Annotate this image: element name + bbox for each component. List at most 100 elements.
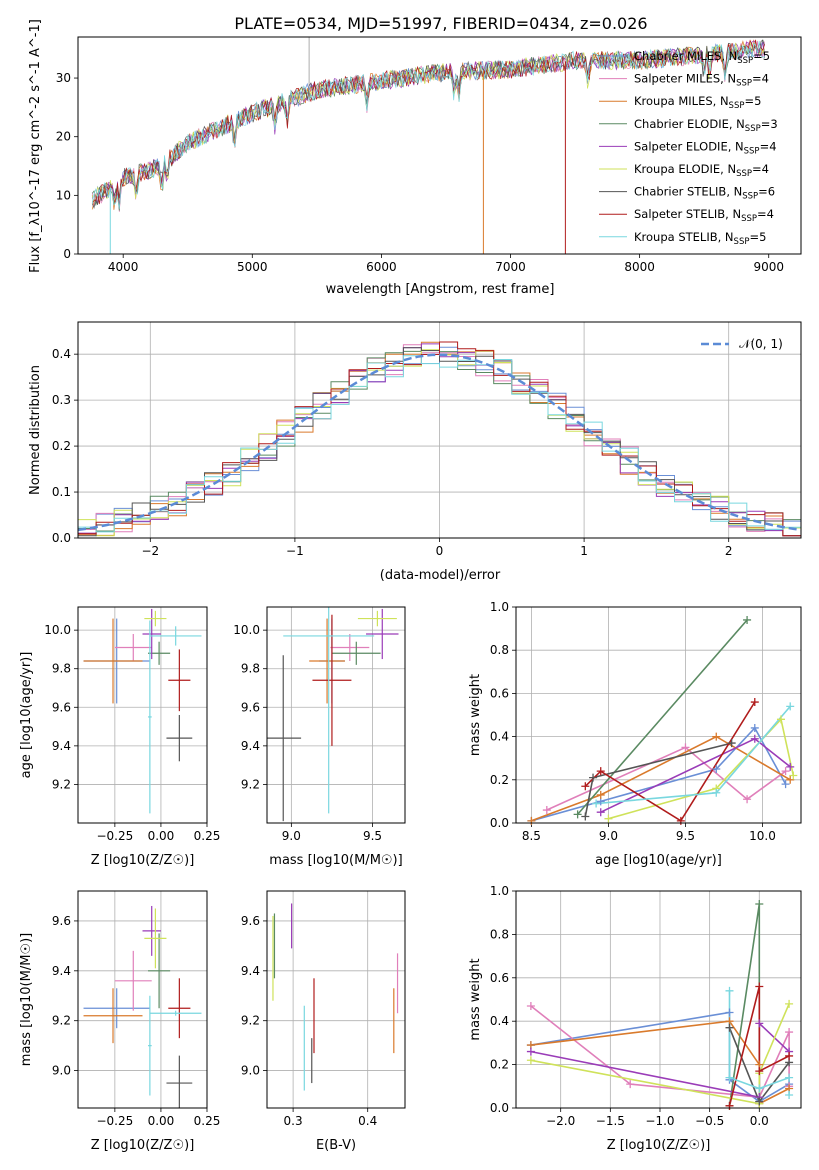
x-tick-label: 8000	[624, 260, 655, 274]
weight-marker	[776, 715, 785, 724]
weight-series	[728, 986, 790, 1106]
x-tick-label: −0.25	[96, 829, 133, 843]
weight-marker	[755, 1067, 764, 1076]
weight-marker	[755, 1097, 764, 1106]
weight-marker	[604, 814, 613, 823]
weight-marker	[681, 743, 690, 752]
weight-series	[576, 619, 748, 815]
x-tick-label: 0.3	[284, 1114, 303, 1128]
weight-marker	[527, 816, 536, 825]
weight-marker	[589, 773, 598, 782]
y-tick-label: 9.6	[52, 914, 71, 928]
x-tick-label: 10.0	[749, 829, 776, 843]
y-tick-label: 9.8	[241, 662, 260, 676]
weight-marker	[785, 1073, 794, 1082]
weight-marker	[743, 795, 752, 804]
axes-frame	[77, 321, 802, 539]
y-tick-label: 0.4	[490, 730, 509, 744]
y-tick-label: 0.8	[490, 927, 509, 941]
weight-marker	[526, 1002, 535, 1011]
legend-entry: Kroupa ELODIE, NSSP=4	[634, 162, 769, 179]
figure-title: PLATE=0534, MJD=51997, FIBERID=0434, z=0…	[234, 14, 647, 33]
x-tick-label: 0	[436, 544, 444, 558]
y-tick-label: 9.0	[52, 1064, 71, 1078]
x-axis-label: mass [log10(M/M☉)]	[269, 853, 402, 868]
x-tick-label: 0.00	[148, 1114, 175, 1128]
weight-marker	[750, 698, 759, 707]
x-tick-label: 0.00	[148, 829, 175, 843]
y-axis-label: mass [log10(M/M☉)]	[19, 933, 34, 1066]
weight-marker	[750, 734, 759, 743]
y-axis-label: mass weight	[468, 958, 483, 1040]
weight-marker	[725, 986, 734, 995]
x-tick-label: −1	[286, 544, 304, 558]
y-tick-label: 0.0	[52, 531, 71, 545]
weight-marker	[755, 1084, 764, 1093]
weight-marker	[596, 790, 605, 799]
legend-entry: Chabrier MILES, NSSP=5	[634, 49, 770, 66]
weight-marker	[526, 1047, 535, 1056]
weight-marker	[755, 900, 764, 909]
x-tick-label: 9.0	[282, 829, 301, 843]
y-axis-label: mass weight	[468, 674, 483, 756]
legend-entry: Salpeter STELIB, NSSP=4	[634, 207, 774, 224]
legend-entry: Chabrier ELODIE, NSSP=3	[634, 117, 778, 134]
y-tick-label: 9.2	[241, 1014, 260, 1028]
y-tick-label: 0.4	[490, 1014, 509, 1028]
histogram-step	[78, 341, 801, 537]
weight-marker	[712, 765, 721, 773]
weight-marker	[785, 1090, 794, 1099]
weight-marker	[712, 732, 721, 741]
panel-mass-weight-vs-age: 8.5 9.0 9.5 10.0 0.0 0.2 0.4 0.6 0.8 1.0 age [log1…	[468, 600, 802, 868]
y-axis-label: Normed distribution	[28, 365, 43, 495]
x-tick-label: 0.0	[750, 1114, 769, 1128]
y-tick-label: 9.4	[241, 964, 260, 978]
weight-marker	[785, 1051, 794, 1060]
weight-marker	[743, 615, 752, 624]
plot-area-age-vs-mass	[267, 607, 399, 822]
panel-spectrum: 4000 5000 6000 7000 8000 9000 0 10 20 30 Chabrier …	[28, 19, 802, 297]
weight-marker	[626, 1080, 635, 1089]
y-tick-label: 0.1	[52, 485, 71, 499]
x-axis-label: (data-model)/error	[380, 568, 501, 583]
panel-mass-weight-vs-Z: −2.0 −1.5 −1.0 −0.5 0.0 0.0 0.2 0.4 0.6 0.8 1.0 Z […	[468, 884, 802, 1153]
x-tick-label: 2	[725, 544, 733, 558]
axes-frame	[266, 606, 406, 824]
x-axis-label: wavelength [Angstrom, rest frame]	[326, 282, 555, 297]
axes-frame	[77, 606, 208, 824]
y-tick-label: 0.2	[490, 1058, 509, 1072]
x-axis-label: Z [log10(Z/Z☉)]	[607, 1138, 711, 1153]
weight-marker	[786, 762, 795, 771]
axes-frame	[77, 36, 802, 255]
legend-entry: Chabrier STELIB, NSSP=6	[634, 185, 775, 202]
x-tick-label: 6000	[366, 260, 397, 274]
y-tick-label: 0.6	[490, 686, 509, 700]
x-tick-label: 0.25	[194, 1114, 221, 1128]
weight-marker	[781, 780, 790, 789]
weight-marker	[712, 788, 721, 797]
panel-mass-vs-EBV: 0.3 0.4 9.0 9.2 9.4 9.6 E(B-V)	[241, 890, 406, 1153]
weight-marker	[581, 812, 590, 821]
spectrum-line	[91, 40, 765, 206]
y-tick-label: 20	[56, 130, 71, 144]
y-tick-label: 9.2	[52, 777, 71, 791]
weight-marker	[781, 767, 790, 776]
y-tick-label: 9.4	[241, 739, 260, 753]
weight-marker	[786, 775, 795, 784]
x-tick-label: 9.5	[676, 829, 695, 843]
plot-area-residuals	[78, 341, 801, 537]
y-tick-label: 10	[56, 188, 71, 202]
axes-frame	[266, 890, 406, 1109]
panel-mass-vs-Z: −0.25 0.00 0.25 9.0 9.2 9.4 9.6 Z [log10(Z/Z☉)]…	[19, 890, 221, 1153]
x-tick-label: −2	[141, 544, 159, 558]
legend-entry: Kroupa MILES, NSSP=5	[634, 94, 761, 111]
plot-area-age-vs-Z	[83, 608, 202, 814]
weight-marker	[581, 782, 590, 791]
y-tick-label: 9.4	[52, 964, 71, 978]
x-tick-label: 9.0	[599, 829, 618, 843]
legend-entry: Salpeter ELODIE, NSSP=4	[634, 139, 777, 156]
y-tick-label: 9.4	[52, 739, 71, 753]
x-axis-label: Z [log10(Z/Z☉)]	[91, 853, 195, 868]
x-tick-label: −1.5	[596, 1114, 625, 1128]
